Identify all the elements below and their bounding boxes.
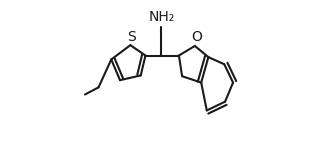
Text: NH₂: NH₂ <box>148 10 174 24</box>
Text: O: O <box>191 30 202 44</box>
Text: S: S <box>127 30 136 44</box>
